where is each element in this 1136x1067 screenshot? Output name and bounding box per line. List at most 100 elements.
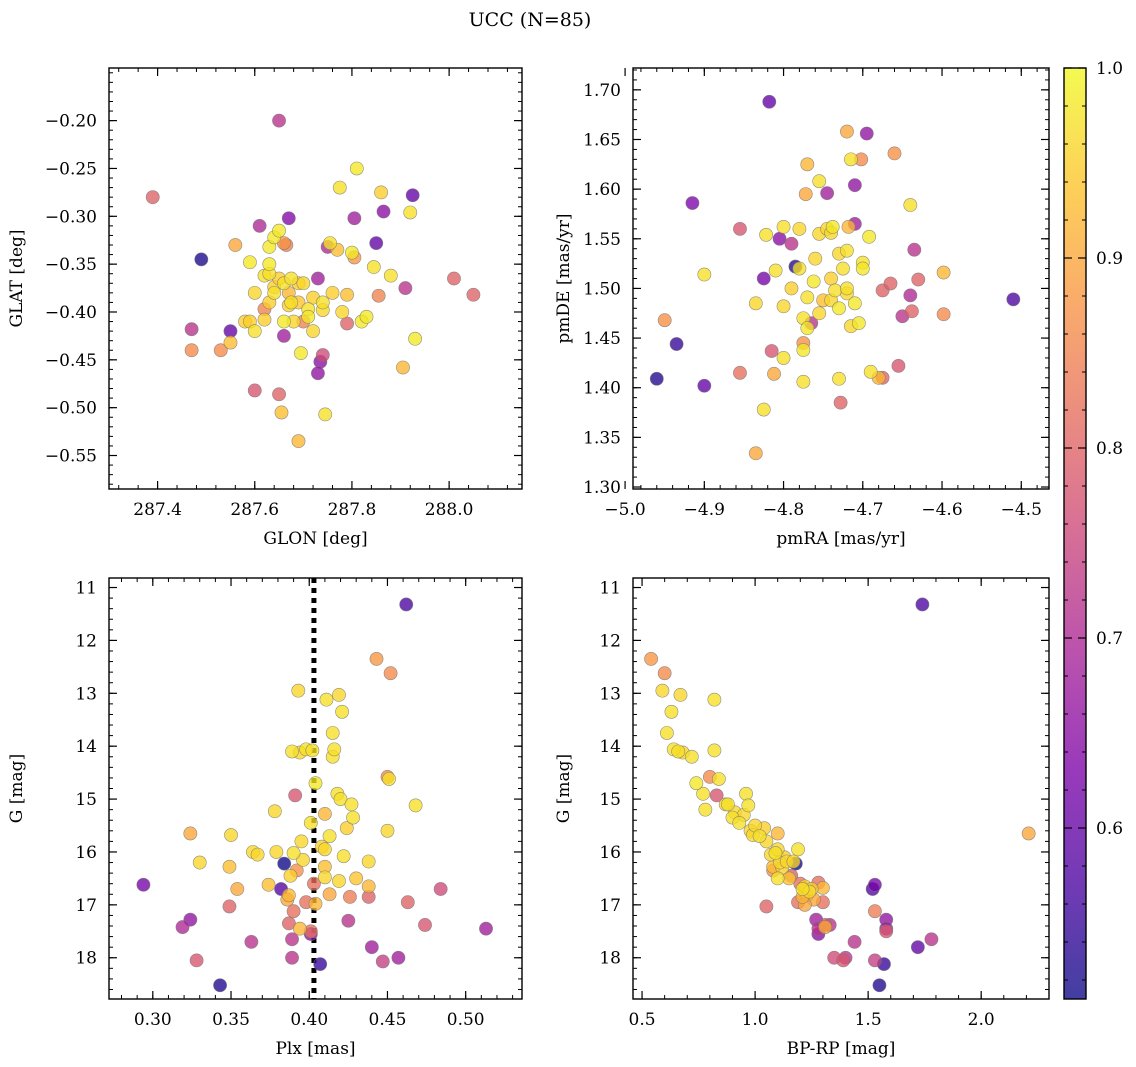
- data-point: [322, 829, 337, 844]
- data-point: [250, 847, 265, 862]
- scatter-points: [145, 113, 481, 449]
- data-point: [800, 321, 815, 336]
- data-point: [910, 940, 925, 955]
- data-point: [1006, 292, 1021, 307]
- colorbar-tick-label: 0.8: [1096, 439, 1123, 459]
- x-tick-label: 288.0: [425, 500, 474, 520]
- data-point: [786, 854, 801, 869]
- data-point: [213, 343, 228, 358]
- data-point: [269, 845, 284, 859]
- data-point: [244, 934, 259, 949]
- y-tick-label: −0.25: [45, 159, 97, 179]
- data-point: [868, 904, 882, 919]
- data-point: [272, 113, 286, 128]
- data-point: [776, 351, 791, 365]
- colorbar-tick-label: 0.9: [1096, 249, 1123, 269]
- data-point: [756, 402, 771, 417]
- panel-3: 0.30 0.35 0.40 0.45 0.50 11 12 13 14 15 16 17 18 Plx …: [7, 577, 523, 1059]
- x-tick-label: −5.0: [604, 500, 645, 520]
- data-point: [277, 314, 291, 329]
- data-point: [361, 879, 376, 894]
- panel-4: 0.5 1.0 1.5 2.0 11 12 13 14 15 16 17 18 BP-RP [mag] G…: [554, 577, 1050, 1059]
- data-point: [911, 272, 926, 287]
- axes-frame: [632, 577, 1050, 1000]
- data-point: [262, 257, 277, 272]
- data-point: [840, 124, 854, 139]
- data-point: [346, 810, 360, 825]
- data-point: [833, 395, 848, 410]
- data-point: [655, 683, 670, 698]
- data-point: [383, 666, 398, 681]
- data-point: [391, 950, 406, 965]
- data-point: [274, 405, 289, 420]
- data-point: [698, 802, 713, 817]
- data-point: [261, 877, 276, 892]
- x-tick-label: −4.9: [684, 500, 725, 520]
- data-point: [286, 846, 301, 860]
- data-point: [669, 337, 684, 351]
- major-ticks: [109, 68, 522, 489]
- data-point: [230, 882, 245, 896]
- data-point: [466, 287, 481, 302]
- y-tick-label: 16: [599, 843, 621, 863]
- data-point: [291, 683, 306, 698]
- data-point: [306, 324, 320, 339]
- data-point: [294, 834, 309, 849]
- data-point: [223, 335, 238, 350]
- data-point: [818, 920, 833, 934]
- y-tick-label: 1.45: [583, 329, 621, 349]
- data-point: [399, 597, 414, 612]
- y-axis-label: GLAT [deg]: [7, 229, 27, 327]
- data-point: [284, 295, 299, 310]
- data-point: [707, 692, 722, 707]
- data-point: [868, 877, 882, 892]
- data-point: [759, 899, 774, 914]
- data-point: [267, 804, 282, 819]
- data-point: [879, 924, 894, 939]
- data-point: [733, 365, 747, 380]
- y-tick-label: 1.55: [583, 230, 621, 250]
- x-axis-label: BP-RP [mag]: [787, 1039, 896, 1059]
- data-point: [282, 888, 296, 903]
- data-point: [772, 231, 787, 246]
- data-point: [768, 846, 783, 860]
- data-point: [657, 313, 672, 328]
- x-tick-label: 287.8: [328, 500, 377, 520]
- x-tick-label: 0.5: [629, 1010, 656, 1030]
- data-point: [349, 871, 364, 886]
- data-point: [285, 932, 299, 947]
- data-point: [292, 921, 307, 936]
- data-point: [697, 378, 712, 393]
- y-tick-label: −0.35: [45, 255, 97, 275]
- data-point: [247, 383, 262, 398]
- data-point: [376, 204, 391, 219]
- data-point: [836, 953, 851, 968]
- data-point: [812, 306, 827, 321]
- data-point: [335, 305, 350, 319]
- x-tick-label: 1.0: [742, 1010, 769, 1030]
- colorbar-tick-label: 0.7: [1096, 629, 1123, 649]
- data-point: [313, 957, 328, 971]
- major-ticks: [633, 578, 1049, 999]
- y-tick-label: 1.60: [583, 180, 621, 200]
- x-tick-label: 287.4: [133, 500, 182, 520]
- data-point: [332, 874, 346, 888]
- x-tick-label: −4.5: [1001, 500, 1042, 520]
- scatter-points: [136, 597, 493, 993]
- data-point: [872, 978, 887, 993]
- data-point: [795, 882, 810, 896]
- data-point: [767, 366, 781, 381]
- data-point: [907, 242, 922, 257]
- data-point: [825, 219, 840, 234]
- data-point: [707, 743, 722, 758]
- y-tick-label: 18: [75, 949, 97, 969]
- data-point: [840, 281, 854, 296]
- data-point: [323, 236, 337, 250]
- data-point: [756, 271, 771, 286]
- data-point: [307, 876, 321, 891]
- colorbar-tick-label: 1.0: [1096, 59, 1123, 79]
- data-point: [222, 899, 237, 914]
- data-point: [844, 152, 858, 167]
- data-point: [684, 749, 699, 764]
